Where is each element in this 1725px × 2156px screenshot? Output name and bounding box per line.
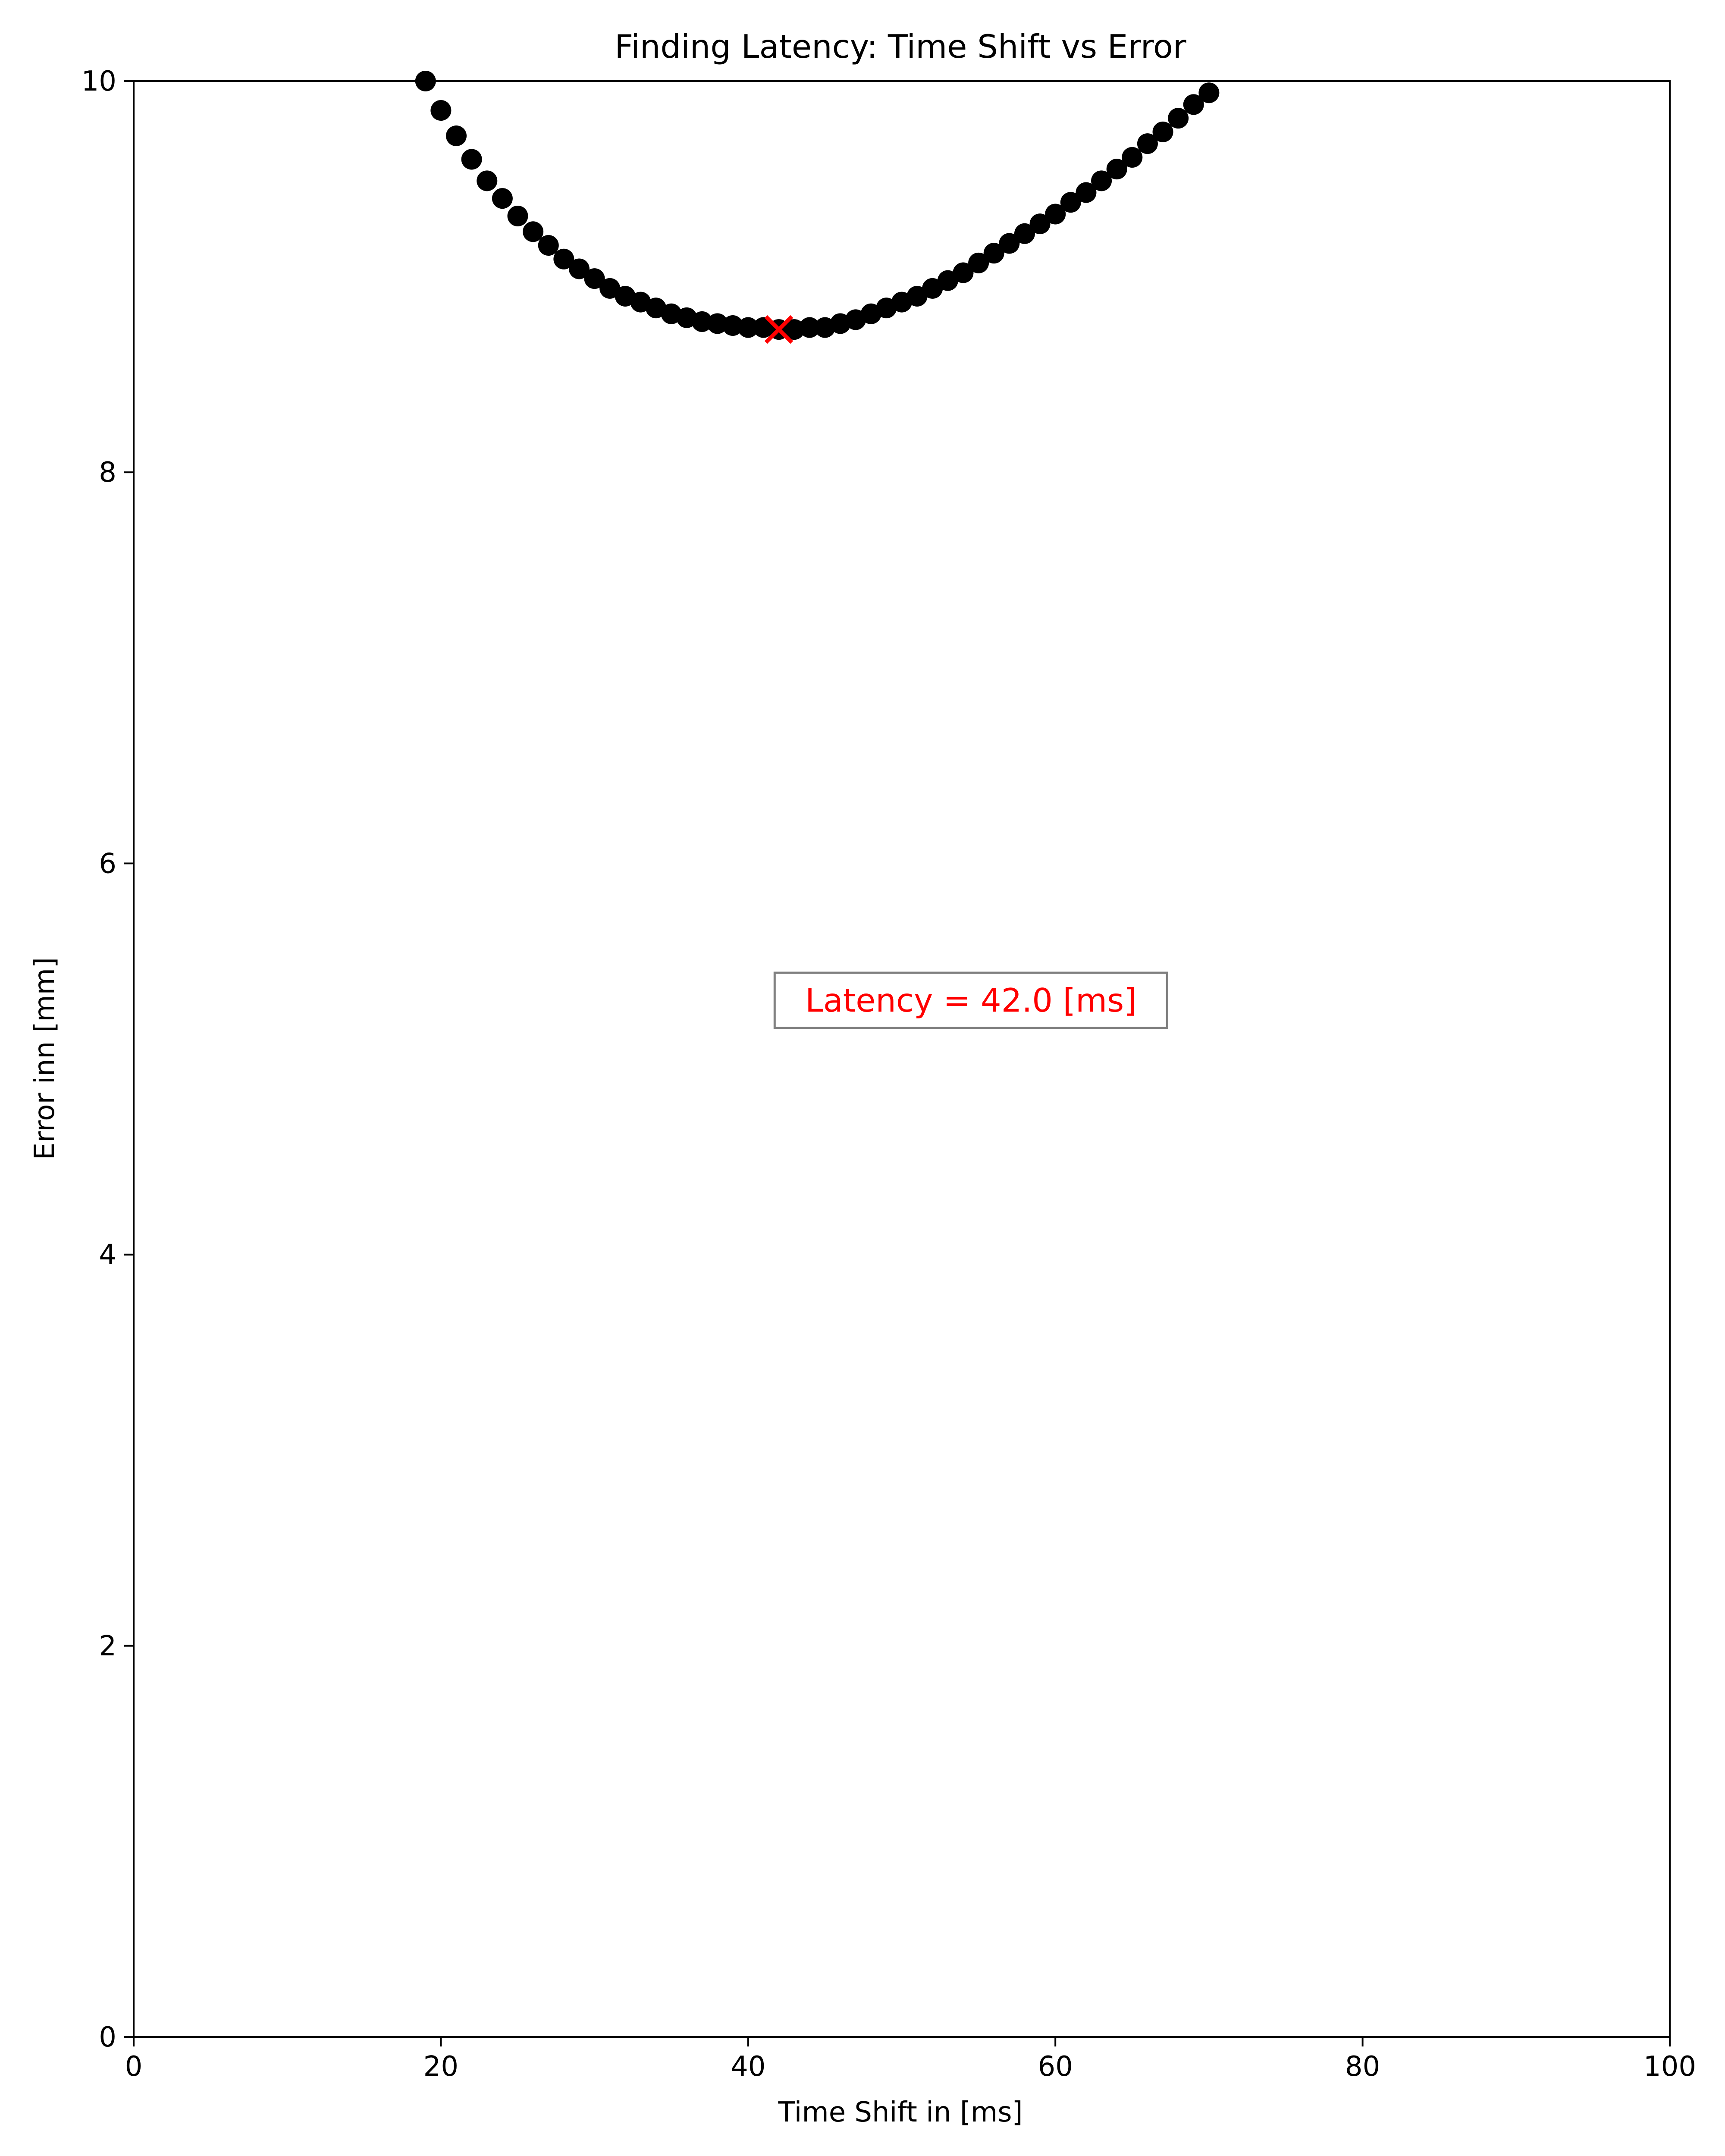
data-point [922, 278, 943, 299]
data-point [691, 311, 712, 332]
data-point [937, 270, 958, 291]
data-point [538, 235, 559, 256]
data-point [1198, 82, 1220, 103]
data-point [1122, 147, 1143, 168]
x-axis-label: Time Shift in [ms] [778, 2096, 1022, 2128]
annotation-box [773, 971, 1168, 1029]
data-point [999, 233, 1020, 254]
x-tick-label: 40 [731, 2051, 765, 2083]
data-point [1091, 170, 1112, 191]
data-point [430, 100, 452, 121]
data-point [553, 248, 574, 270]
y-tick-label: 10 [82, 66, 116, 97]
y-axis-label: Error inn [mm] [29, 957, 61, 1160]
data-point [983, 243, 1004, 264]
data-point [753, 317, 774, 338]
x-tick-label: 80 [1345, 2051, 1380, 2083]
data-point [1029, 213, 1051, 235]
latency-annotation: Latency = 42.0 [ms] [805, 981, 1136, 1019]
data-point [906, 285, 928, 307]
data-point [737, 317, 759, 338]
x-tick-label: 0 [125, 2051, 143, 2083]
x-tick-label: 100 [1643, 2051, 1696, 2083]
data-point [568, 258, 590, 279]
minimum-marker [764, 315, 794, 344]
data-point [1168, 108, 1189, 129]
data-point [1045, 204, 1066, 225]
data-point [968, 252, 989, 273]
chart-title: Finding Latency: Time Shift vs Error [615, 28, 1186, 66]
x-tick-label: 20 [423, 2051, 458, 2083]
data-point [477, 170, 498, 191]
data-point [722, 315, 743, 336]
data-point [1183, 94, 1204, 115]
data-point [584, 268, 605, 289]
plot-frame [133, 80, 1671, 2038]
data-point [599, 278, 621, 299]
data-point [1137, 133, 1158, 154]
y-tick-label: 4 [99, 1239, 116, 1271]
data-point [784, 319, 805, 340]
data-point [507, 205, 528, 226]
y-tick-label: 6 [99, 848, 116, 880]
x-tick-label: 60 [1038, 2051, 1073, 2083]
plot-area: 0 20 40 60 80 100 0 2 4 6 8 10 Latency = 42.0 [ms] [82, 66, 1697, 2083]
data-point [1076, 182, 1097, 203]
data-point [1060, 192, 1081, 213]
data-point [707, 313, 728, 334]
y-tick-label: 8 [99, 457, 116, 489]
data-point [523, 221, 544, 242]
data-point [461, 149, 482, 170]
data-point [953, 262, 974, 283]
data-point [1106, 159, 1127, 180]
data-point [1014, 223, 1035, 244]
data-point [799, 317, 820, 338]
y-tick-label: 2 [99, 1630, 116, 1662]
data-point [492, 188, 513, 209]
data-point [1152, 121, 1173, 142]
data-point [446, 125, 467, 147]
y-tick-label: 0 [99, 2021, 116, 2053]
